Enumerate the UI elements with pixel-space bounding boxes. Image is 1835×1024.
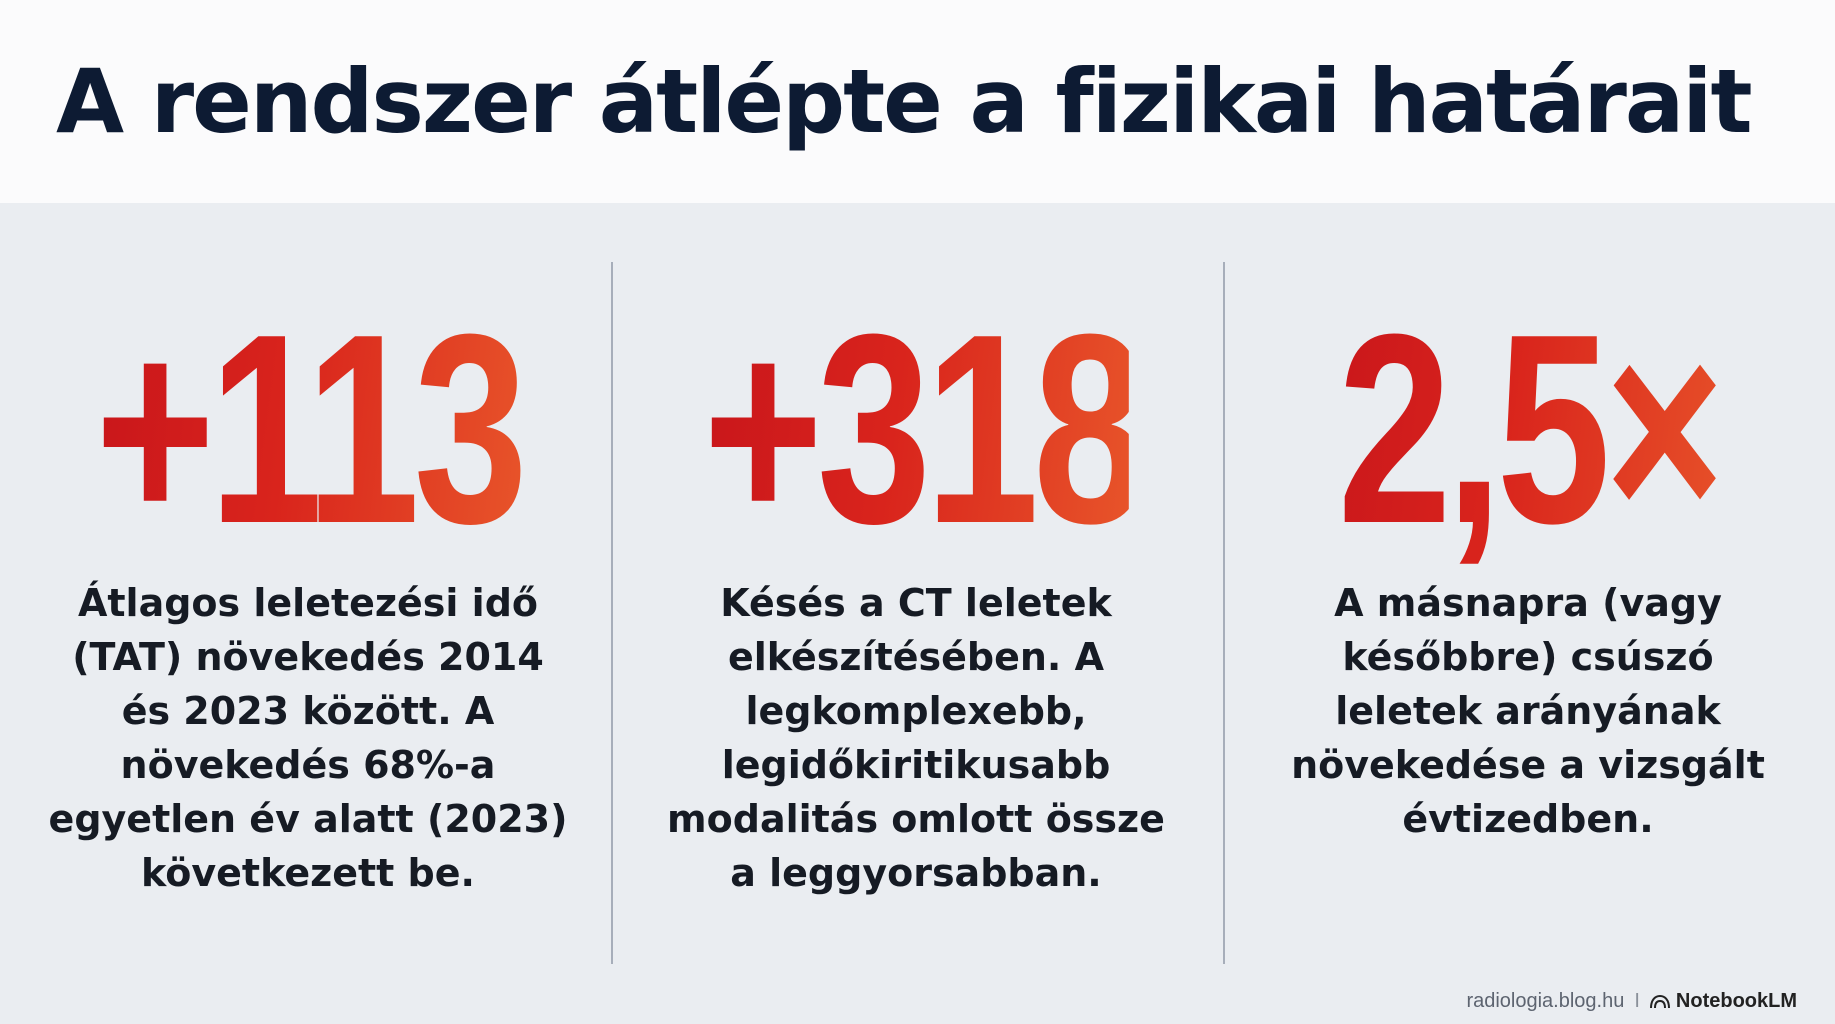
brand-label: NotebookLM <box>1649 990 1797 1013</box>
page-title: A rendszer átlépte a fizikai határait <box>56 50 1753 153</box>
stat-value-tat-increase: +113% <box>95 279 704 580</box>
footer-attribution: radiologia.blog.hu I NotebookLM <box>1466 990 1797 1013</box>
stat-value-ct-delay: +318% <box>703 279 1323 580</box>
brand-name: NotebookLM <box>1675 990 1797 1012</box>
header-band: A rendszer átlépte a fizikai határait <box>0 0 1835 203</box>
column-divider <box>611 262 613 964</box>
stat-description-tat-increase: Átlagos leletezési idő (TAT) növekedés 2… <box>48 581 568 895</box>
stat-column-3: 2,5× A másnapra (vagy későbbre) csúszó l… <box>1248 290 1808 846</box>
stat-column-1: +113% Átlagos leletezési idő (TAT) növek… <box>28 279 705 900</box>
notebooklm-icon <box>1649 994 1670 1008</box>
stat-description-next-day-ratio: A másnapra (vagy későbbre) csúszó lelete… <box>1291 581 1765 841</box>
stats-panel <box>0 203 1835 1024</box>
stat-column-2: +318% Késés a CT leletek elkészítésében.… <box>636 279 1323 900</box>
source-link[interactable]: radiologia.blog.hu <box>1466 990 1625 1012</box>
stat-value-next-day-ratio: 2,5× <box>1315 290 1741 570</box>
column-divider <box>1223 262 1225 964</box>
footer-separator: I <box>1634 990 1640 1012</box>
stat-description-ct-delay: Késés a CT leletek elkészítésében. A leg… <box>667 581 1165 895</box>
